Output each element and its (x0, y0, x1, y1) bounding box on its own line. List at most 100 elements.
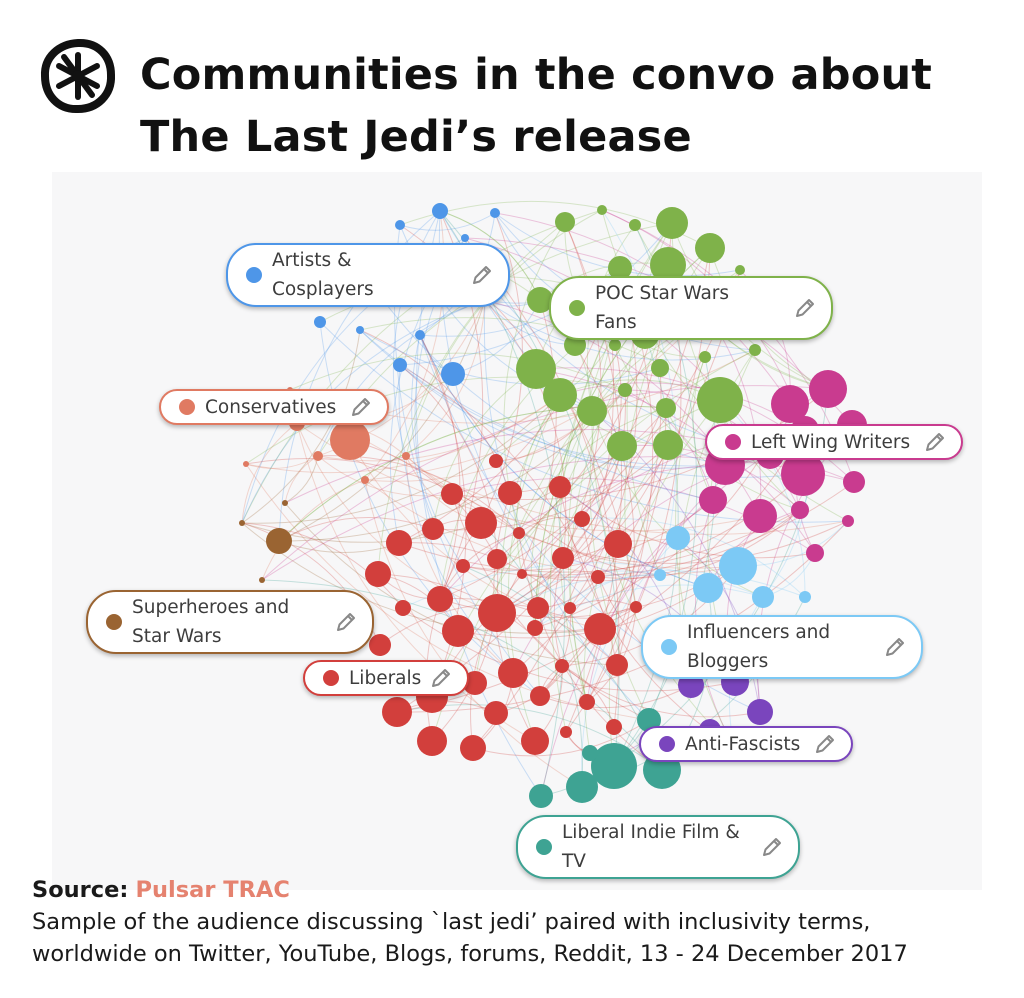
node-liberals (465, 507, 497, 539)
node-influencers (799, 591, 811, 603)
node-liberals (527, 597, 549, 619)
node-liberals (498, 481, 522, 505)
pencil-icon[interactable] (334, 610, 358, 634)
node-superheroes (239, 520, 245, 526)
node-poc (629, 219, 641, 231)
node-artists (441, 362, 465, 386)
pencil-icon[interactable] (813, 732, 837, 756)
node-influencers (752, 586, 774, 608)
community-label-superheroes-star-wars[interactable]: Superheroes and Star Wars (86, 590, 374, 654)
node-liberals (369, 634, 391, 656)
node-left-wing (843, 471, 865, 493)
superheroes-dot (106, 614, 122, 630)
pencil-icon[interactable] (429, 666, 453, 690)
node-poc (555, 212, 575, 232)
node-left-wing (806, 544, 824, 562)
node-liberals (442, 615, 474, 647)
node-poc (650, 247, 686, 283)
node-left-wing (791, 501, 809, 519)
community-label-artists-cosplayers[interactable]: Artists & Cosplayers (226, 243, 510, 307)
node-conservatives (402, 452, 410, 460)
node-poc (527, 287, 553, 313)
node-artists (415, 330, 425, 340)
node-anti-fascists (747, 699, 773, 725)
node-liberals (513, 527, 525, 539)
node-liberals (527, 620, 543, 636)
community-label-anti-fascists[interactable]: Anti-Fascists (639, 726, 853, 762)
node-liberals (441, 483, 463, 505)
pencil-icon[interactable] (349, 395, 373, 419)
community-label-left-wing-writers[interactable]: Left Wing Writers (705, 424, 963, 460)
node-liberals (382, 697, 412, 727)
source-footer: Source: Pulsar TRAC Sample of the audien… (32, 874, 1012, 970)
node-poc (597, 205, 607, 215)
node-influencers (693, 573, 723, 603)
node-artists (395, 220, 405, 230)
node-liberals (456, 559, 470, 573)
node-liberals (552, 547, 574, 569)
node-conservatives (243, 461, 249, 467)
node-poc (608, 256, 632, 280)
node-liberals (530, 686, 550, 706)
node-poc (516, 349, 556, 389)
node-poc (607, 431, 637, 461)
community-label-liberals[interactable]: Liberals (303, 660, 469, 696)
node-left-wing (781, 452, 825, 496)
node-liberals (417, 726, 447, 756)
left-wing-dot (725, 434, 741, 450)
node-left-wing (699, 486, 727, 514)
node-left-wing (809, 370, 847, 408)
node-liberals (386, 530, 412, 556)
node-liberals (478, 594, 516, 632)
node-liberals (606, 654, 628, 676)
liberals-dot (323, 670, 339, 686)
node-liberals (584, 613, 616, 645)
node-poc (651, 359, 669, 377)
node-poc (735, 265, 745, 275)
node-liberals (460, 735, 486, 761)
node-left-wing (771, 385, 809, 423)
node-liberals (591, 570, 605, 584)
pencil-icon[interactable] (470, 263, 494, 287)
source-link[interactable]: Pulsar TRAC (135, 877, 290, 903)
node-poc (618, 383, 632, 397)
community-label-poc-star-wars-fans[interactable]: POC Star Wars Fans (549, 276, 833, 340)
node-poc (656, 398, 676, 418)
node-left-wing (842, 515, 854, 527)
node-poc (543, 378, 577, 412)
community-label-conservatives[interactable]: Conservatives (159, 389, 389, 425)
node-influencers (719, 547, 757, 585)
node-liberals (489, 454, 503, 468)
node-liberals (487, 549, 507, 569)
pencil-icon[interactable] (883, 635, 907, 659)
node-superheroes (282, 500, 288, 506)
source-label: Source: (32, 877, 129, 903)
node-liberals (395, 600, 411, 616)
conservatives-dot (179, 399, 195, 415)
pencil-icon[interactable] (760, 835, 784, 859)
node-liberals (555, 659, 569, 673)
node-liberals (574, 511, 590, 527)
node-artists (461, 234, 469, 242)
node-superheroes (266, 528, 292, 554)
graph-nodes (239, 203, 867, 808)
community-label-liberal-indie-film-tv[interactable]: Liberal Indie Film & TV (516, 815, 800, 879)
community-label-influencers-bloggers[interactable]: Influencers and Bloggers (641, 615, 923, 679)
node-influencers (666, 526, 690, 550)
node-poc (609, 339, 621, 351)
node-liberals (564, 602, 576, 614)
node-artists (314, 316, 326, 328)
pencil-icon[interactable] (923, 430, 947, 454)
node-liberals (521, 727, 549, 755)
node-conservatives (361, 476, 369, 484)
node-poc (749, 344, 761, 356)
pencil-icon[interactable] (793, 296, 817, 320)
node-liberals (579, 694, 595, 710)
anti-fascists-dot (659, 736, 675, 752)
asterisk-logo-icon (41, 39, 115, 113)
node-superheroes (259, 577, 265, 583)
node-indie-film (582, 745, 598, 761)
node-poc (695, 233, 725, 263)
node-liberals (498, 658, 528, 688)
node-liberals (549, 476, 571, 498)
